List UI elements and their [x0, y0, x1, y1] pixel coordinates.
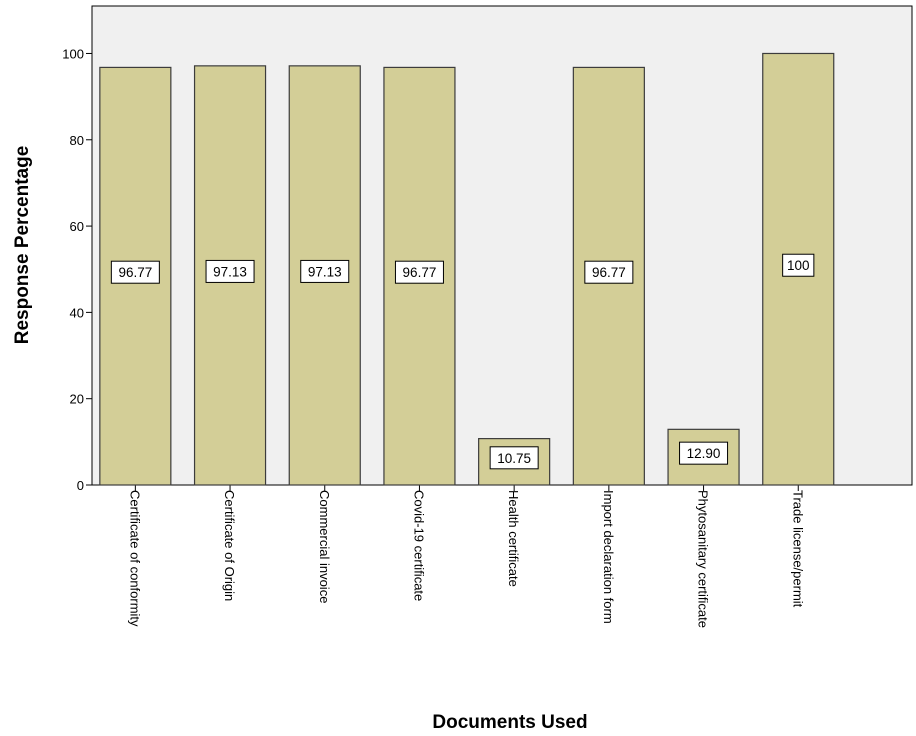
category-label: Phytosanitary certificate — [696, 490, 711, 628]
data-label: 100 — [787, 258, 810, 273]
y-axis: 0 20 40 60 80 100 — [62, 46, 92, 493]
data-label-box — [782, 253, 815, 277]
category-label: Trade license/permit — [790, 490, 805, 608]
data-label: 97.13 — [308, 264, 342, 279]
data-label: 96.77 — [118, 265, 152, 280]
data-label: 12.90 — [687, 446, 721, 461]
data-label-box — [394, 260, 444, 284]
data-label-box — [205, 259, 255, 283]
category-label: Certificate of Origin — [222, 490, 237, 601]
data-label: 96.77 — [592, 265, 626, 280]
data-label: 97.13 — [213, 264, 247, 279]
y-tick-label: 40 — [70, 305, 84, 320]
category-label: Covid-19 certificate — [411, 490, 426, 601]
data-label-box — [110, 260, 160, 284]
category-label: Import declaration form — [601, 490, 616, 624]
category-labels: Certificate of conformity Certificate of … — [127, 490, 805, 628]
y-tick-label: 20 — [70, 392, 84, 407]
category-label: Health certificate — [506, 490, 521, 587]
category-label: Commercial invoice — [317, 490, 332, 603]
data-label-box — [584, 260, 634, 284]
x-axis — [134, 485, 799, 491]
data-label-box — [300, 259, 350, 283]
x-axis-title: Documents Used — [432, 712, 587, 733]
data-labels: 96.77 97.13 97.13 96.77 10.75 96.77 12.90 100 — [110, 253, 815, 470]
y-tick-label: 100 — [62, 46, 84, 61]
y-tick-label: 0 — [77, 478, 84, 493]
data-label-box — [489, 446, 539, 470]
category-label: Certificate of conformity — [127, 490, 142, 627]
y-tick-label: 60 — [70, 219, 84, 234]
y-axis-title: Response Percentage — [12, 146, 33, 345]
data-label: 96.77 — [403, 265, 437, 280]
y-tick-label: 80 — [70, 133, 84, 148]
data-label: 10.75 — [497, 451, 531, 466]
data-label-box — [679, 441, 729, 465]
